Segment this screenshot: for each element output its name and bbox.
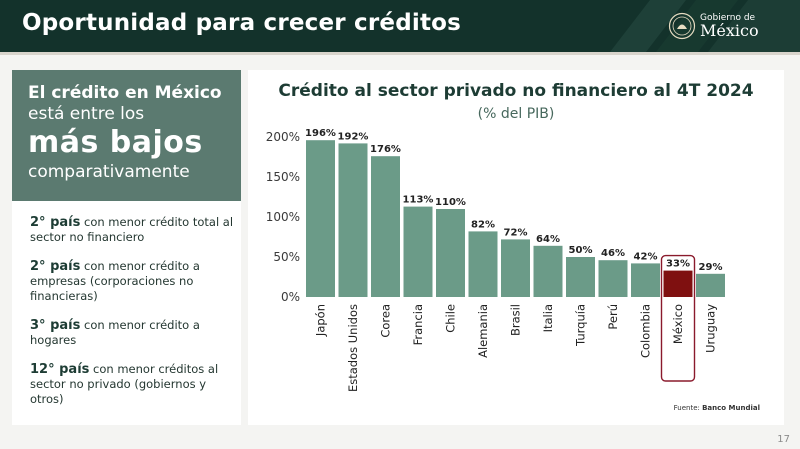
data-label: 46% (601, 248, 625, 259)
summary-headline: El crédito en México está entre los más … (12, 70, 241, 201)
data-label: 192% (338, 131, 369, 142)
data-label: 33% (666, 259, 690, 270)
bar (436, 209, 465, 297)
headline-line1: El crédito en México (28, 83, 222, 103)
data-label: 29% (699, 262, 723, 273)
headline-line2: está entre los (28, 104, 145, 124)
fact-item: 3° país con menor crédito a hogares (30, 318, 240, 348)
y-tick-label: 150% (266, 170, 300, 184)
data-label: 72% (504, 227, 528, 238)
bar (403, 206, 433, 297)
category-label: Italia (541, 304, 555, 332)
data-label: 176% (370, 144, 401, 155)
bar-chart: 0% 50% 100% 150% 200% 196% Japón 192% Estados Un… (266, 128, 725, 392)
facts-list: 2° país con menor crédito total al secto… (30, 215, 240, 421)
bar (501, 239, 530, 297)
fact-rank: 12° país (30, 362, 90, 377)
fact-text: con menor crédito total al sector no fin… (30, 215, 234, 244)
fact-rank: 2° país (30, 259, 81, 274)
summary-panel: El crédito en México está entre los más … (12, 70, 241, 425)
data-label: 196% (305, 128, 336, 139)
bar (533, 245, 563, 297)
fact-rank: 3° país (30, 318, 81, 333)
page-number: 17 (777, 434, 790, 445)
logo-line2: México (700, 20, 759, 40)
bar (631, 263, 660, 297)
category-label: Alemania (476, 304, 490, 358)
data-label: 42% (634, 251, 658, 262)
page-title: Oportunidad para crecer créditos (22, 10, 462, 36)
bar (663, 270, 693, 297)
fact-text: con menor créditos al sector no privado … (30, 362, 219, 406)
source-note: Fuente: Banco Mundial (674, 404, 760, 412)
bar (306, 140, 335, 297)
fact-text: con menor crédito a hogares (30, 318, 200, 347)
category-label: Turquía (574, 304, 588, 347)
header-bar: Oportunidad para crecer créditos Gobiern… (0, 0, 800, 52)
category-label: México (671, 304, 685, 344)
data-label: 110% (435, 197, 466, 208)
y-tick-label: 100% (266, 210, 300, 224)
fact-item: 12° país con menor créditos al sector no… (30, 362, 240, 407)
fact-item: 2° país con menor crédito a empresas (co… (30, 259, 240, 304)
category-label: Estados Unidos (346, 304, 360, 392)
headline-emphasis: más bajos (28, 125, 203, 160)
bar (598, 260, 628, 297)
data-label: 50% (569, 245, 593, 256)
chart-title: Crédito al sector privado no financiero … (278, 81, 754, 101)
y-tick-label: 200% (266, 130, 300, 144)
bar (468, 231, 498, 297)
header-pattern (610, 0, 800, 52)
category-label: Uruguay (704, 304, 718, 353)
source-name: Banco Mundial (702, 404, 760, 412)
highlight-frame (660, 254, 696, 382)
category-label: Japón (314, 304, 328, 337)
fact-rank: 2° país (30, 215, 81, 230)
category-label: Brasil (509, 304, 523, 336)
logo-line1: Gobierno de (700, 12, 756, 23)
bar (566, 257, 595, 297)
category-label: Chile (444, 304, 458, 333)
fact-item: 2° país con menor crédito total al secto… (30, 215, 240, 245)
bar (338, 143, 368, 297)
seal-icon (668, 12, 696, 40)
chart-subtitle: (% del PIB) (477, 106, 555, 122)
headline-line4: comparativamente (28, 162, 190, 182)
category-label: Perú (606, 304, 620, 330)
fact-text: con menor crédito a empresas (corporacio… (30, 259, 200, 303)
y-tick-label: 0% (281, 290, 300, 304)
data-label: 113% (403, 195, 434, 206)
category-label: Francia (411, 304, 425, 345)
chart-panel: 0% 50% 100% 150% 200% 196% Japón 192% Estados Un… (248, 70, 784, 425)
category-label: Colombia (639, 304, 653, 358)
data-label: 64% (536, 234, 560, 245)
data-label: 82% (471, 219, 495, 230)
gobierno-logo: Gobierno de México (668, 12, 759, 40)
category-label: Corea (379, 304, 393, 338)
header-divider (0, 52, 800, 55)
bar (696, 273, 725, 297)
y-tick-label: 50% (273, 250, 300, 264)
bar (371, 156, 400, 297)
source-prefix: Fuente: (673, 404, 703, 412)
